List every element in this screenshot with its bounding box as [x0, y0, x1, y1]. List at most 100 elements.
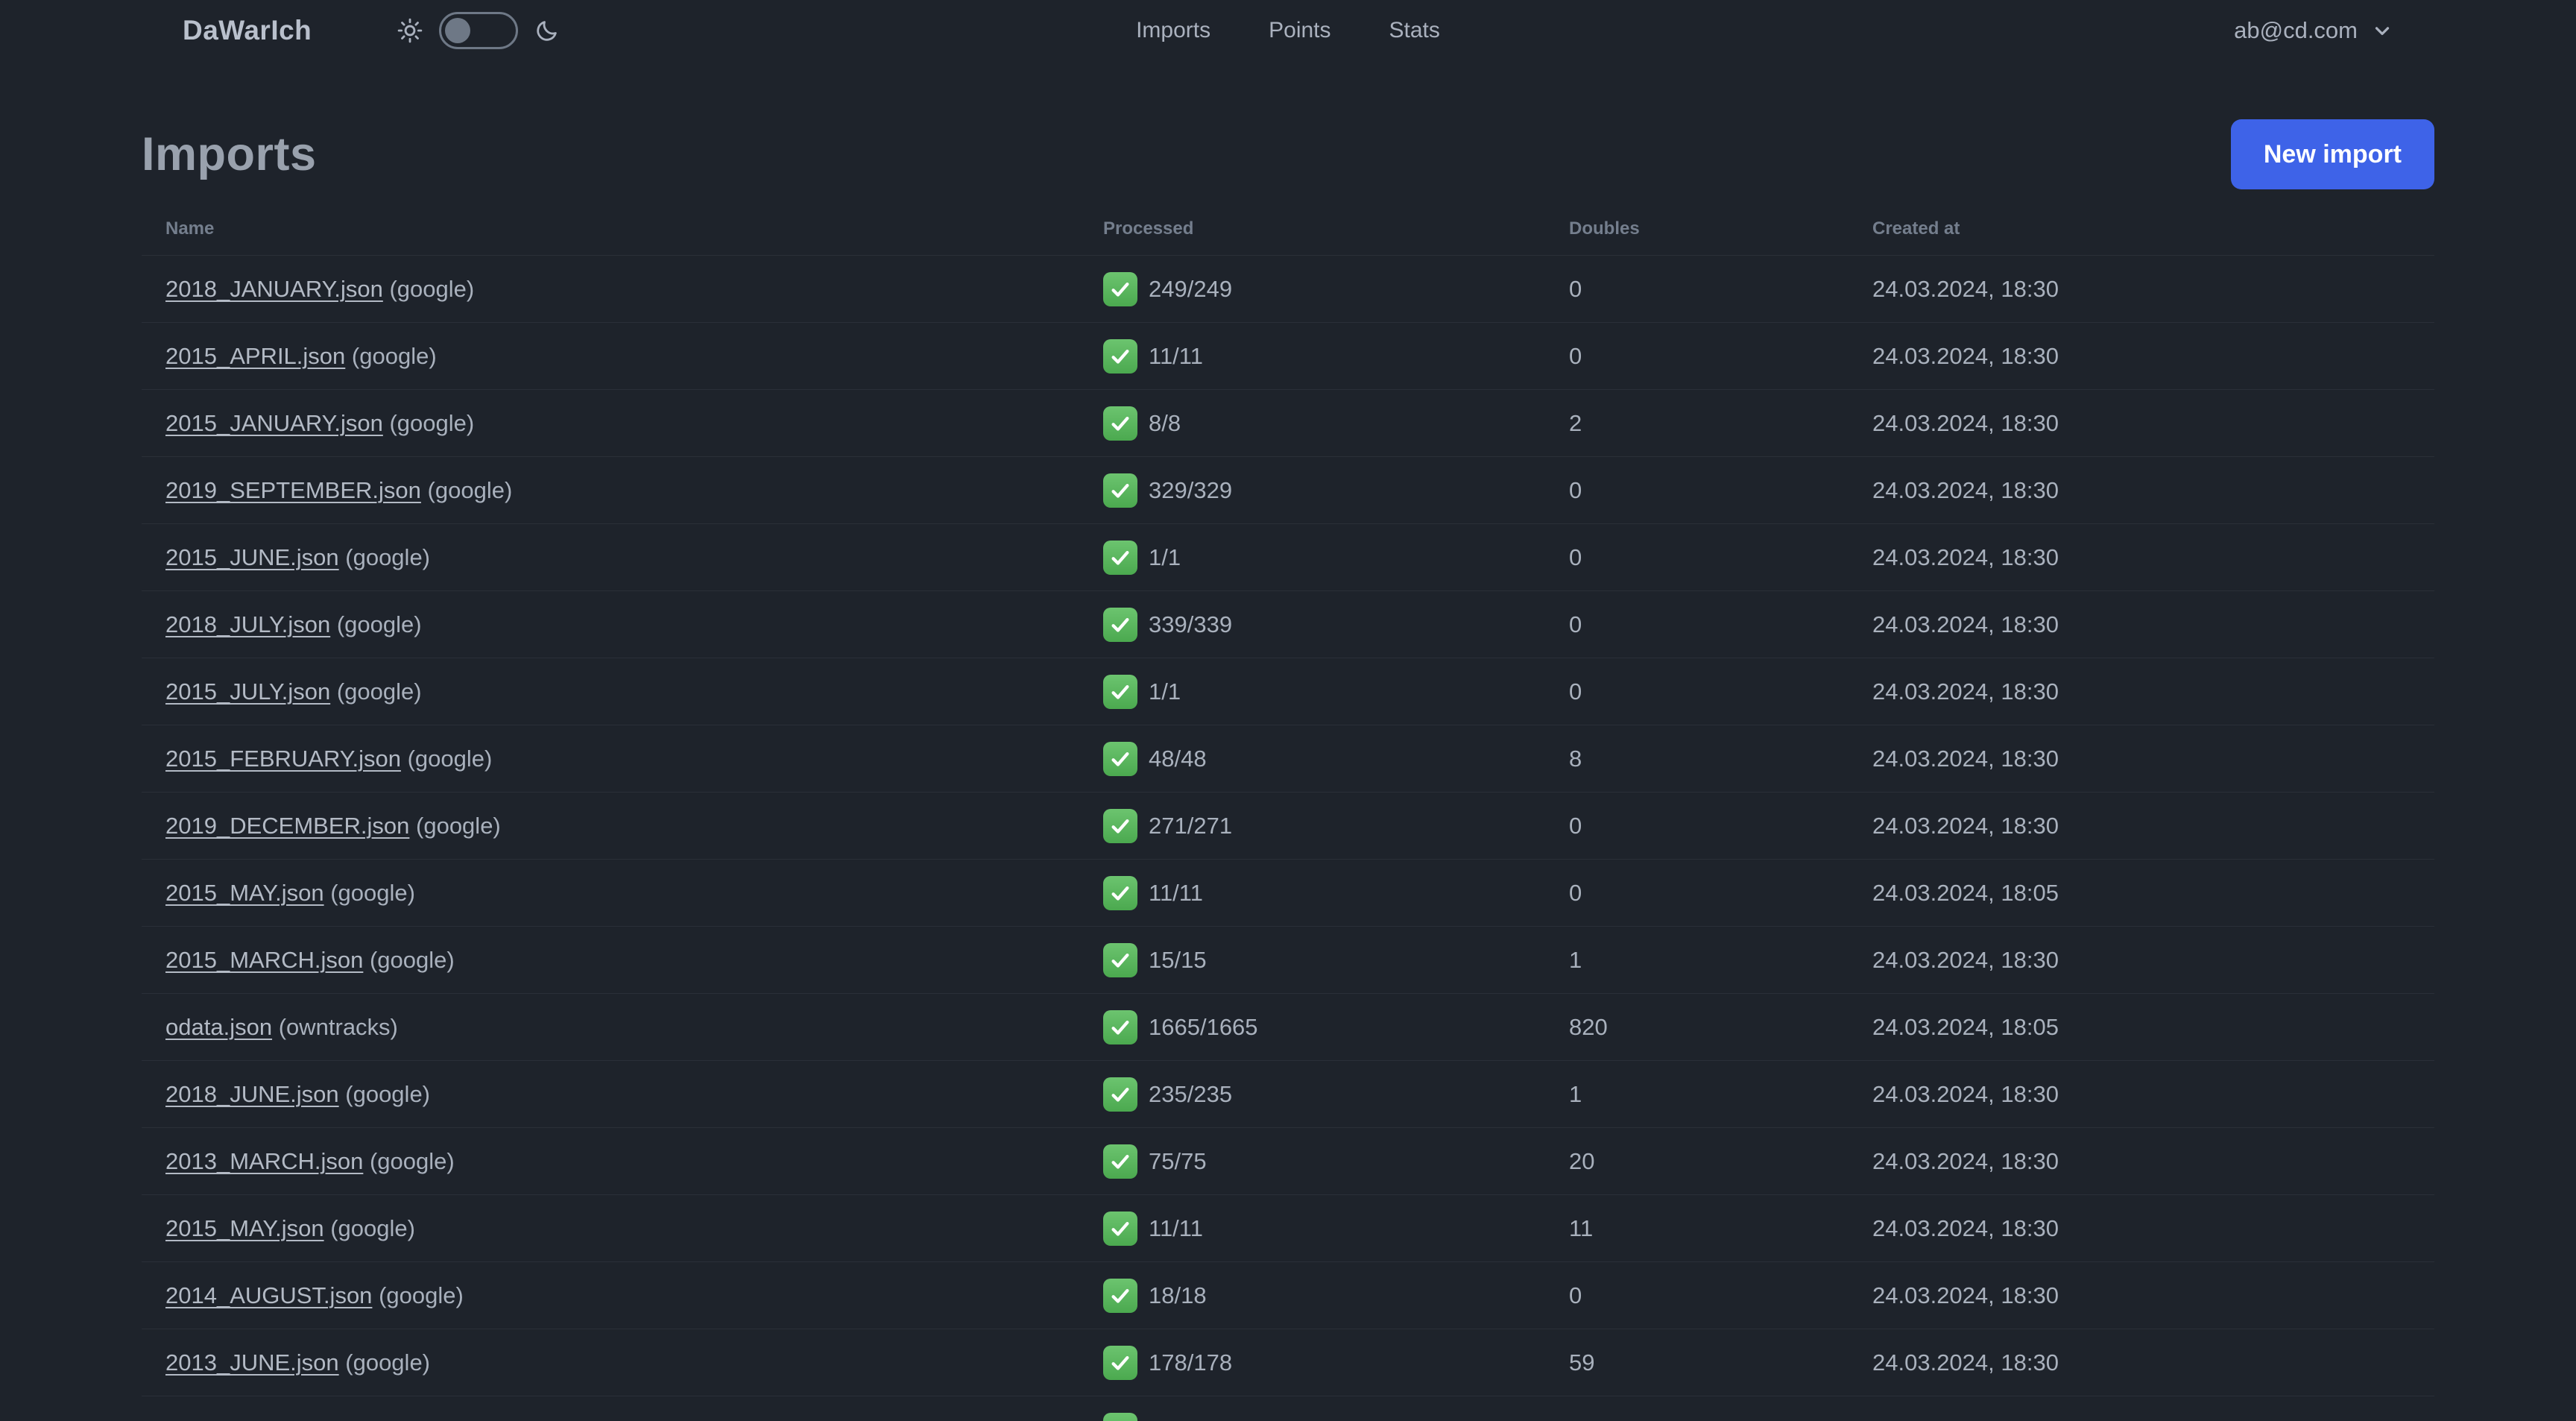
- success-check-icon: [1103, 875, 1137, 910]
- doubles-cell: 2: [1569, 409, 1582, 436]
- doubles-cell: 0: [1569, 342, 1582, 369]
- success-check-icon: [1103, 473, 1137, 508]
- import-file-link[interactable]: 2019_SEPTEMBER.json: [165, 476, 421, 503]
- import-source-label: (google): [389, 409, 475, 436]
- import-source-label: (google): [379, 1282, 464, 1308]
- column-header-created-at: Created at: [1872, 218, 1960, 239]
- import-source-label: (google): [416, 812, 501, 839]
- import-file-link[interactable]: 2018_JUNE.json: [165, 1080, 339, 1107]
- import-file-link[interactable]: 2015_FEBRUARY.json: [165, 745, 401, 772]
- name-cell: 2013_JUNE.json (google): [165, 1349, 1103, 1376]
- column-header-doubles: Doubles: [1569, 218, 1640, 239]
- import-file-link[interactable]: 2018_JULY.json: [165, 611, 331, 637]
- import-file-link[interactable]: 2013_MARCH.json: [165, 1147, 364, 1174]
- import-file-link[interactable]: 2015_JUNE.json: [165, 543, 339, 570]
- doubles-cell: 0: [1569, 275, 1582, 302]
- created-at-cell: 24.03.2024, 18:30: [1872, 1282, 2059, 1308]
- import-file-link[interactable]: 2015_MAY.json: [165, 1214, 324, 1241]
- doubles-cell: 11: [1569, 1214, 1594, 1241]
- created-at-cell: 24.03.2024, 18:30: [1872, 812, 2059, 839]
- name-cell: 2015_MARCH.json (google): [165, 947, 1103, 974]
- name-cell: 2015_APRIL.json (google): [165, 343, 1103, 370]
- name-cell: 2013_MARCH.json (google): [165, 1148, 1103, 1175]
- imports-page: Imports New import Name Processed Double…: [142, 106, 2434, 1421]
- user-menu[interactable]: ab@cd.com: [2234, 17, 2393, 44]
- import-source-label: (google): [389, 275, 475, 302]
- import-source-label: (google): [345, 1080, 431, 1107]
- import-source-label: (google): [336, 611, 422, 637]
- import-file-link[interactable]: 2015_JULY.json: [165, 678, 331, 705]
- name-cell: 2018_JUNE.json (google): [165, 1081, 1103, 1108]
- success-check-icon: [1103, 1144, 1137, 1179]
- success-check-icon: [1103, 1077, 1137, 1112]
- doubles-cell: 0: [1569, 611, 1582, 637]
- doubles-cell: 820: [1569, 1013, 1608, 1040]
- table-row: 2015_APRIL.json (google) 11/11 0 24.03.2…: [142, 322, 2434, 389]
- import-source-label: (google): [330, 1214, 415, 1241]
- name-cell: 2014_AUGUST.json (google): [165, 1282, 1103, 1309]
- doubles-cell: 20: [1569, 1147, 1595, 1174]
- created-at-cell: 24.03.2024, 18:30: [1872, 409, 2059, 436]
- import-source-label: (google): [407, 745, 493, 772]
- success-check-icon: [1103, 1009, 1137, 1045]
- user-email: ab@cd.com: [2234, 17, 2358, 43]
- table-row: 2015_JULY.json (google) 1/1 0 24.03.2024…: [142, 658, 2434, 725]
- created-at-cell: 24.03.2024, 18:05: [1872, 1013, 2059, 1040]
- processed-cell: 75/75: [1103, 1144, 1569, 1179]
- processed-count: 75/75: [1149, 1147, 1207, 1174]
- success-check-icon: [1103, 338, 1137, 374]
- import-file-link[interactable]: 2018_JANUARY.json: [165, 275, 383, 302]
- processed-count: 15/15: [1149, 946, 1207, 973]
- created-at-cell: 24.03.2024, 18:30: [1872, 543, 2059, 570]
- processed-cell: 339/339: [1103, 607, 1569, 642]
- import-file-link[interactable]: 2015_JANUARY.json: [165, 409, 383, 436]
- processed-count: 235/235: [1149, 1080, 1233, 1107]
- new-import-button[interactable]: New import: [2230, 119, 2434, 189]
- import-file-link[interactable]: 2015_APRIL.json: [165, 342, 346, 369]
- import-file-link[interactable]: 2013_JUNE.json: [165, 1349, 339, 1376]
- success-check-icon: [1103, 1345, 1137, 1380]
- chevron-down-icon: [2371, 19, 2393, 42]
- import-file-link[interactable]: 2019_DECEMBER.json: [165, 812, 410, 839]
- name-cell: 2015_MAY.json (google): [165, 1215, 1103, 1242]
- processed-count: 271/271: [1149, 812, 1233, 839]
- success-check-icon: [1103, 406, 1137, 441]
- column-header-name: Name: [165, 218, 215, 239]
- theme-toggle-switch[interactable]: [439, 12, 519, 49]
- doubles-cell: 0: [1569, 678, 1582, 705]
- name-cell: 2015_JULY.json (google): [165, 678, 1103, 705]
- nav-link-imports[interactable]: Imports: [1136, 18, 1211, 42]
- success-check-icon: [1103, 540, 1137, 575]
- name-cell: 2018_JANUARY.json (google): [165, 276, 1103, 303]
- created-at-cell: 24.03.2024, 18:30: [1872, 1349, 2059, 1376]
- success-check-icon: [1103, 607, 1137, 642]
- table-row: 2013_MARCH.json (google) 75/75 20 24.03.…: [142, 1127, 2434, 1194]
- success-check-icon: [1103, 1211, 1137, 1246]
- processed-cell: 1/1: [1103, 540, 1569, 575]
- import-file-link[interactable]: 2015_MAY.json: [165, 879, 324, 906]
- import-file-link[interactable]: 2014_AUGUST.json: [165, 1282, 373, 1308]
- table-row: 2015_JANUARY.json (google) 8/8 2 24.03.2…: [142, 389, 2434, 456]
- created-at-cell: 24.03.2024, 18:30: [1872, 611, 2059, 637]
- processed-count: 8/8: [1149, 409, 1181, 436]
- nav-link-stats[interactable]: Stats: [1389, 18, 1440, 42]
- nav-link-points[interactable]: Points: [1269, 18, 1331, 42]
- processed-cell: 11/11: [1103, 1211, 1569, 1246]
- app-logo[interactable]: DaWarIch: [183, 15, 312, 45]
- import-file-link[interactable]: odata.json: [165, 1013, 273, 1040]
- success-check-icon: [1103, 674, 1137, 709]
- doubles-cell: 0: [1569, 543, 1582, 570]
- created-at-cell: 24.03.2024, 18:30: [1872, 342, 2059, 369]
- page-header: Imports New import: [142, 106, 2434, 203]
- import-file-link[interactable]: 2015_MARCH.json: [165, 946, 364, 973]
- table-row: 2013_JUNE.json (google) 178/178 59 24.03…: [142, 1329, 2434, 1396]
- processed-count: 329/329: [1149, 476, 1233, 503]
- processed-count: 11/11: [1149, 879, 1203, 906]
- name-cell: 2015_FEBRUARY.json (google): [165, 746, 1103, 772]
- processed-cell: 249/249: [1103, 271, 1569, 306]
- success-check-icon: [1103, 942, 1137, 977]
- success-check-icon: [1103, 808, 1137, 843]
- import-source-label: (google): [336, 678, 422, 705]
- processed-cell: 1/1: [1103, 674, 1569, 709]
- processed-cell: 11/11: [1103, 875, 1569, 910]
